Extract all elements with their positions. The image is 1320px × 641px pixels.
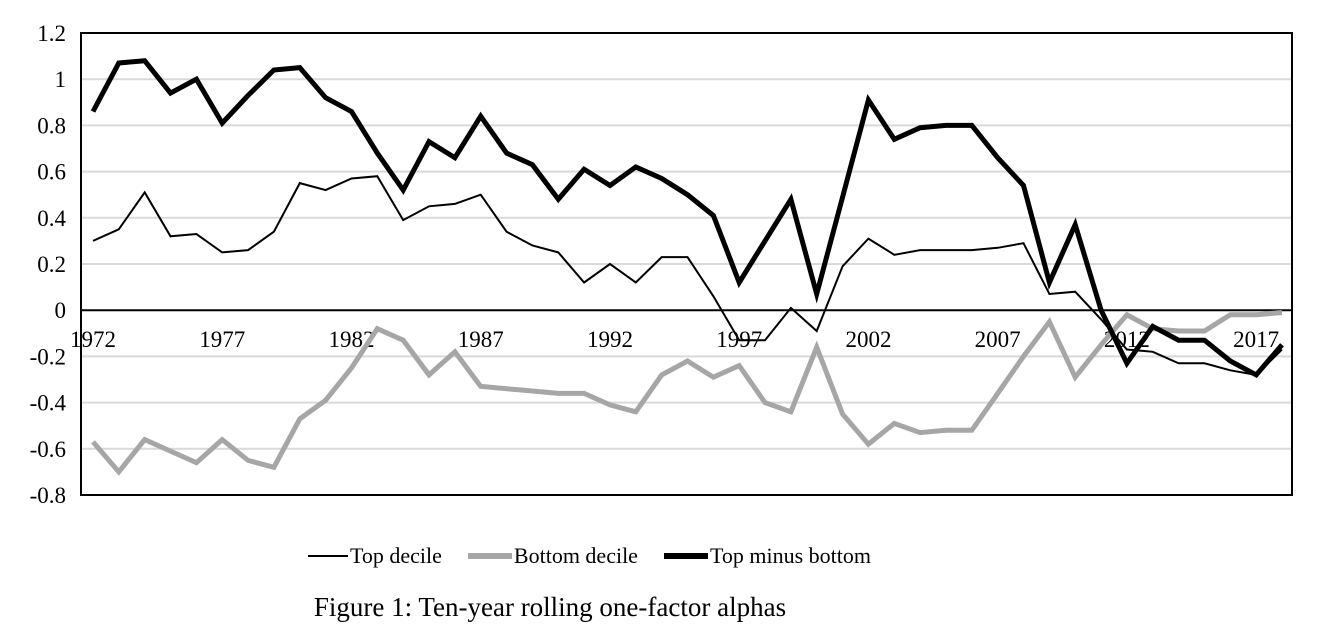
legend-swatch-top-minus-bottom-line xyxy=(663,553,708,559)
chart-legend: Top decile Bottom decile Top minus botto… xyxy=(308,543,871,569)
legend-item-top-minus-bottom: Top minus bottom xyxy=(663,543,871,569)
y-axis-label: 0.6 xyxy=(37,160,66,185)
y-axis-label: -0.4 xyxy=(30,391,67,416)
legend-swatch-top-decile-line xyxy=(308,555,348,557)
y-axis-label: 0.2 xyxy=(37,252,66,277)
legend-item-bottom-decile: Bottom decile xyxy=(467,543,638,569)
series-bottom-decile xyxy=(91,310,1283,476)
x-axis-label: 1972 xyxy=(70,327,116,352)
x-axis-label: 2002 xyxy=(845,327,891,352)
x-axis-label: 2017 xyxy=(1233,327,1279,352)
x-axis-label: 2007 xyxy=(975,327,1021,352)
y-axis-label: 1.2 xyxy=(37,21,66,46)
x-axis-label: 1977 xyxy=(199,327,245,352)
series-top-minus-bottom xyxy=(90,58,1284,379)
y-axis-label: -0.6 xyxy=(30,437,66,462)
y-axis-label: 1 xyxy=(55,67,67,92)
figure-caption: Figure 1: Ten-year rolling one-factor al… xyxy=(313,592,787,622)
legend-item-top-decile: Top decile xyxy=(308,543,442,569)
y-axis-label: 0 xyxy=(55,298,67,323)
y-axis-label: -0.8 xyxy=(30,483,66,508)
legend-label: Top minus bottom xyxy=(709,543,871,568)
plot-frame xyxy=(80,32,1293,496)
legend-label: Top decile xyxy=(350,543,442,568)
x-axis-label: 1987 xyxy=(458,327,504,352)
x-axis-label: 1992 xyxy=(587,327,633,352)
series-top-decile xyxy=(92,175,1283,376)
y-axis-label: 0.4 xyxy=(37,206,66,231)
y-axis-label: 0.8 xyxy=(37,113,66,138)
legend-label: Bottom decile xyxy=(513,543,638,568)
legend-swatch-bottom-decile-line xyxy=(467,553,512,559)
y-axis-label: -0.2 xyxy=(30,344,66,369)
